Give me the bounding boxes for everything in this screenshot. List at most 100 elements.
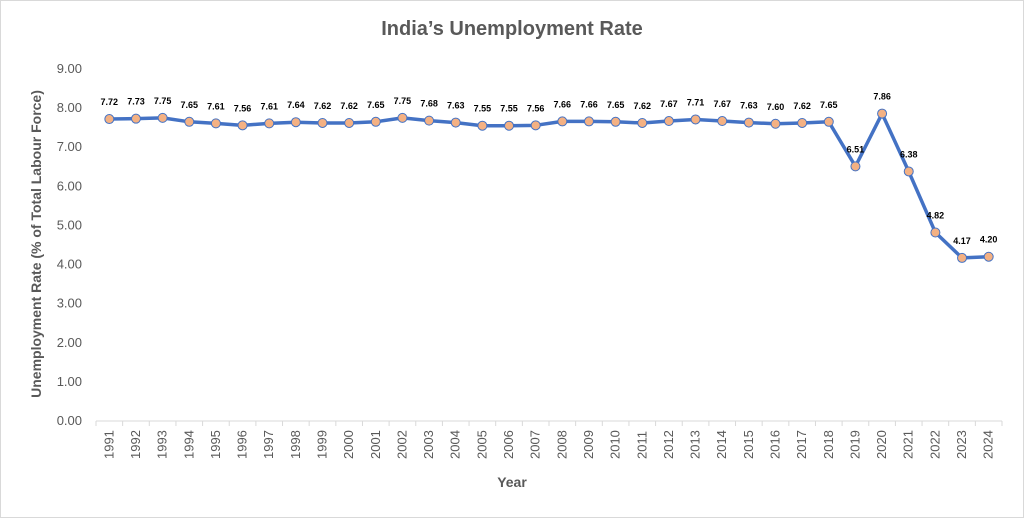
data-label: 7.75 bbox=[394, 96, 412, 106]
x-tick-label: 2001 bbox=[368, 430, 383, 459]
data-point-marker bbox=[610, 116, 621, 127]
data-label: 7.67 bbox=[660, 99, 678, 109]
data-point-marker bbox=[663, 116, 674, 127]
x-tick-label: 2003 bbox=[421, 430, 436, 459]
data-label: 6.38 bbox=[900, 149, 918, 159]
data-point-marker bbox=[130, 113, 141, 124]
data-label: 7.75 bbox=[154, 96, 172, 106]
data-label: 7.63 bbox=[447, 101, 465, 111]
data-label: 4.82 bbox=[927, 210, 945, 220]
y-tick-label: 1.00 bbox=[57, 374, 82, 389]
x-tick-label: 1992 bbox=[128, 430, 143, 459]
x-tick-label: 2008 bbox=[554, 430, 569, 459]
data-point-marker bbox=[557, 116, 568, 127]
data-label: 7.63 bbox=[740, 101, 758, 111]
y-tick-label: 0.00 bbox=[57, 413, 82, 428]
x-tick-label: 1998 bbox=[288, 430, 303, 459]
data-label: 7.55 bbox=[474, 104, 492, 114]
data-label: 7.62 bbox=[314, 101, 332, 111]
x-tick-label: 1996 bbox=[235, 430, 250, 459]
data-point-marker bbox=[717, 116, 728, 127]
data-label: 7.65 bbox=[180, 100, 198, 110]
data-label: 7.66 bbox=[580, 99, 598, 109]
data-label: 7.65 bbox=[820, 100, 838, 110]
data-label: 7.64 bbox=[287, 100, 305, 110]
data-point-marker bbox=[370, 116, 381, 127]
x-tick-label: 1993 bbox=[155, 430, 170, 459]
x-tick-label: 1994 bbox=[181, 430, 196, 459]
data-label: 7.61 bbox=[207, 101, 225, 111]
data-label: 7.55 bbox=[500, 104, 518, 114]
data-point-marker bbox=[930, 227, 941, 238]
x-tick-label: 2006 bbox=[501, 430, 516, 459]
x-tick-label: 2015 bbox=[741, 430, 756, 459]
data-point-marker bbox=[770, 118, 781, 129]
data-point-marker bbox=[877, 108, 888, 119]
data-point-marker bbox=[743, 117, 754, 128]
data-point-marker bbox=[424, 115, 435, 126]
data-point-marker bbox=[237, 120, 248, 131]
x-tick-label: 2022 bbox=[927, 430, 942, 459]
x-tick-label: 2010 bbox=[608, 430, 623, 459]
x-tick-label: 2021 bbox=[901, 430, 916, 459]
data-label: 7.56 bbox=[527, 103, 545, 113]
data-label: 7.72 bbox=[101, 97, 119, 107]
data-point-marker bbox=[210, 118, 221, 129]
data-label: 7.65 bbox=[367, 100, 385, 110]
x-tick-label: 2004 bbox=[448, 430, 463, 459]
data-point-marker bbox=[957, 252, 968, 263]
data-point-marker bbox=[583, 116, 594, 127]
data-point-marker bbox=[184, 116, 195, 127]
data-point-marker bbox=[797, 117, 808, 128]
data-label: 7.71 bbox=[687, 97, 705, 107]
x-tick-label: 2018 bbox=[821, 430, 836, 459]
data-label: 4.17 bbox=[953, 236, 971, 246]
data-label: 7.56 bbox=[234, 103, 252, 113]
x-tick-label: 2007 bbox=[528, 430, 543, 459]
x-tick-label: 2012 bbox=[661, 430, 676, 459]
x-tick-label: 2023 bbox=[954, 430, 969, 459]
data-label: 6.51 bbox=[847, 144, 865, 154]
data-label: 7.67 bbox=[713, 99, 731, 109]
data-point-marker bbox=[344, 117, 355, 128]
x-axis-label: Year bbox=[497, 474, 527, 490]
y-tick-label: 6.00 bbox=[57, 178, 82, 193]
x-tick-label: 1999 bbox=[315, 430, 330, 459]
data-point-marker bbox=[477, 120, 488, 131]
data-point-marker bbox=[530, 120, 541, 131]
data-label: 7.62 bbox=[340, 101, 358, 111]
data-point-marker bbox=[264, 118, 275, 129]
data-label: 7.73 bbox=[127, 97, 145, 107]
data-point-marker bbox=[850, 161, 861, 172]
y-tick-label: 9.00 bbox=[57, 61, 82, 76]
x-tick-label: 2013 bbox=[688, 430, 703, 459]
x-tick-label: 2000 bbox=[341, 430, 356, 459]
x-tick-label: 2014 bbox=[714, 430, 729, 459]
x-tick-label: 1995 bbox=[208, 430, 223, 459]
data-label: 7.65 bbox=[607, 100, 625, 110]
x-tick-label: 2019 bbox=[847, 430, 862, 459]
data-point-marker bbox=[983, 251, 994, 262]
data-point-marker bbox=[157, 112, 168, 123]
y-tick-label: 8.00 bbox=[57, 100, 82, 115]
y-tick-label: 4.00 bbox=[57, 257, 82, 272]
y-tick-label: 7.00 bbox=[57, 139, 82, 154]
x-tick-label: 2009 bbox=[581, 430, 596, 459]
x-tick-label: 2011 bbox=[634, 431, 649, 459]
x-tick-label: 1997 bbox=[261, 430, 276, 459]
x-tick-label: 2020 bbox=[874, 430, 889, 459]
data-label: 7.86 bbox=[873, 92, 891, 102]
x-tick-label: 2016 bbox=[768, 430, 783, 459]
data-label: 7.62 bbox=[793, 101, 811, 111]
data-point-marker bbox=[290, 117, 301, 128]
data-point-marker bbox=[504, 120, 515, 131]
y-tick-label: 2.00 bbox=[57, 335, 82, 350]
data-point-marker bbox=[397, 112, 408, 123]
data-point-marker bbox=[317, 117, 328, 128]
data-point-marker bbox=[690, 114, 701, 125]
data-point-marker bbox=[637, 117, 648, 128]
data-point-marker bbox=[450, 117, 461, 128]
y-tick-label: 5.00 bbox=[57, 217, 82, 232]
